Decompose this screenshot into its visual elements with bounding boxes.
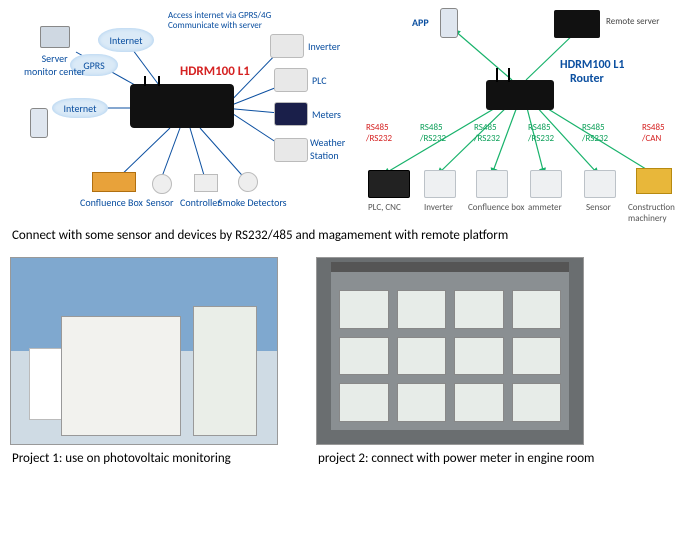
label-bus-2: RS485 /RS232 (474, 122, 500, 144)
label-dev-0: PLC, CNC (368, 202, 401, 213)
dev-ammeter-icon (530, 170, 562, 198)
meter-icon (397, 383, 447, 422)
meter-icon (339, 290, 389, 329)
photo-engine-room (316, 257, 584, 445)
label-plc: PLC (312, 74, 327, 87)
label-inverter: Inverter (308, 40, 340, 53)
plc-icon (274, 68, 308, 92)
diagram-router-topology: APP Remote server HDRM100 L1 Router RS48… (354, 4, 676, 220)
label-dev-5: Construction machinery (628, 202, 678, 224)
bottom-row: Project 1: use on photovoltaic monitorin… (10, 257, 680, 480)
hdrm-device-icon (130, 84, 234, 128)
meter-icon (397, 290, 447, 329)
meter-icon (512, 290, 562, 329)
meter-icon (454, 290, 504, 329)
dev-construction-icon (636, 168, 672, 194)
phone-icon (440, 8, 458, 38)
top-row: Access internet via GPRS/4G Communicate … (10, 4, 680, 220)
label-dev-3: ammeter (528, 202, 562, 213)
pc-icon (554, 10, 600, 38)
label-sensor: Sensor (146, 196, 174, 209)
label-confluence: Confluence Box (80, 196, 143, 209)
dev-confluence-icon (476, 170, 508, 198)
weather-icon (274, 138, 308, 162)
router-icon (486, 80, 554, 110)
col-project1: Project 1: use on photovoltaic monitorin… (10, 257, 278, 480)
meter-icon (512, 337, 562, 376)
label-app: APP (412, 16, 429, 29)
dev-plc-icon (368, 170, 410, 198)
meter-icon (339, 383, 389, 422)
cloud-internet2: Internet (52, 98, 108, 118)
col-project2: project 2: connect with power meter in e… (316, 257, 596, 480)
meters-icon (274, 102, 308, 126)
smoke-icon (238, 172, 258, 192)
meter-grid (331, 272, 569, 430)
label-dev-2: Confluence box (468, 202, 524, 213)
confluence-icon (92, 172, 136, 192)
label-bus-4: RS485 /RS232 (582, 122, 608, 144)
sensor-icon (152, 174, 172, 194)
phone-icon (30, 108, 48, 138)
label-bus-0: RS485 /RS232 (366, 122, 392, 144)
caption-p2: project 2: connect with power meter in e… (318, 451, 594, 466)
inverter-icon (270, 34, 304, 58)
dev-sensor-icon (584, 170, 616, 198)
controller-icon (194, 174, 218, 192)
dev-inverter-icon (424, 170, 456, 198)
label-dev-1: Inverter (424, 202, 453, 213)
caption-p1: Project 1: use on photovoltaic monitorin… (12, 451, 276, 466)
label-router-title1: HDRM100 L1 (560, 58, 625, 72)
label-smoke: Smoke Detectors (218, 196, 287, 209)
meter-icon (454, 383, 504, 422)
page: Access internet via GPRS/4G Communicate … (0, 0, 690, 484)
cabinet-door-icon (193, 306, 257, 436)
server-icon (40, 26, 70, 48)
label-weather: Weather Station (310, 136, 345, 162)
note-line2: Communicate with server (168, 20, 262, 31)
label-controller: Controller (180, 196, 221, 209)
label-router-title2: Router (570, 72, 604, 86)
label-server: Server monitor center (24, 52, 85, 78)
meter-icon (512, 383, 562, 422)
label-product: HDRM100 L1 (180, 64, 250, 79)
label-bus-3: RS485 /RS232 (528, 122, 554, 144)
meter-icon (397, 337, 447, 376)
label-bus-1: RS485 /RS232 (420, 122, 446, 144)
label-bus-5: RS485 /CAN (642, 122, 665, 144)
meter-icon (454, 337, 504, 376)
photo-photovoltaic (10, 257, 278, 445)
diagram-hdrm100-topology: Access internet via GPRS/4G Communicate … (10, 4, 342, 220)
cloud-internet: Internet (98, 28, 154, 52)
label-remote: Remote server (606, 16, 659, 27)
meter-icon (339, 337, 389, 376)
label-meters: Meters (312, 108, 341, 121)
cabinet-main-icon (61, 316, 181, 436)
caption-top: Connect with some sensor and devices by … (12, 228, 678, 243)
label-dev-4: Sensor (586, 202, 611, 213)
